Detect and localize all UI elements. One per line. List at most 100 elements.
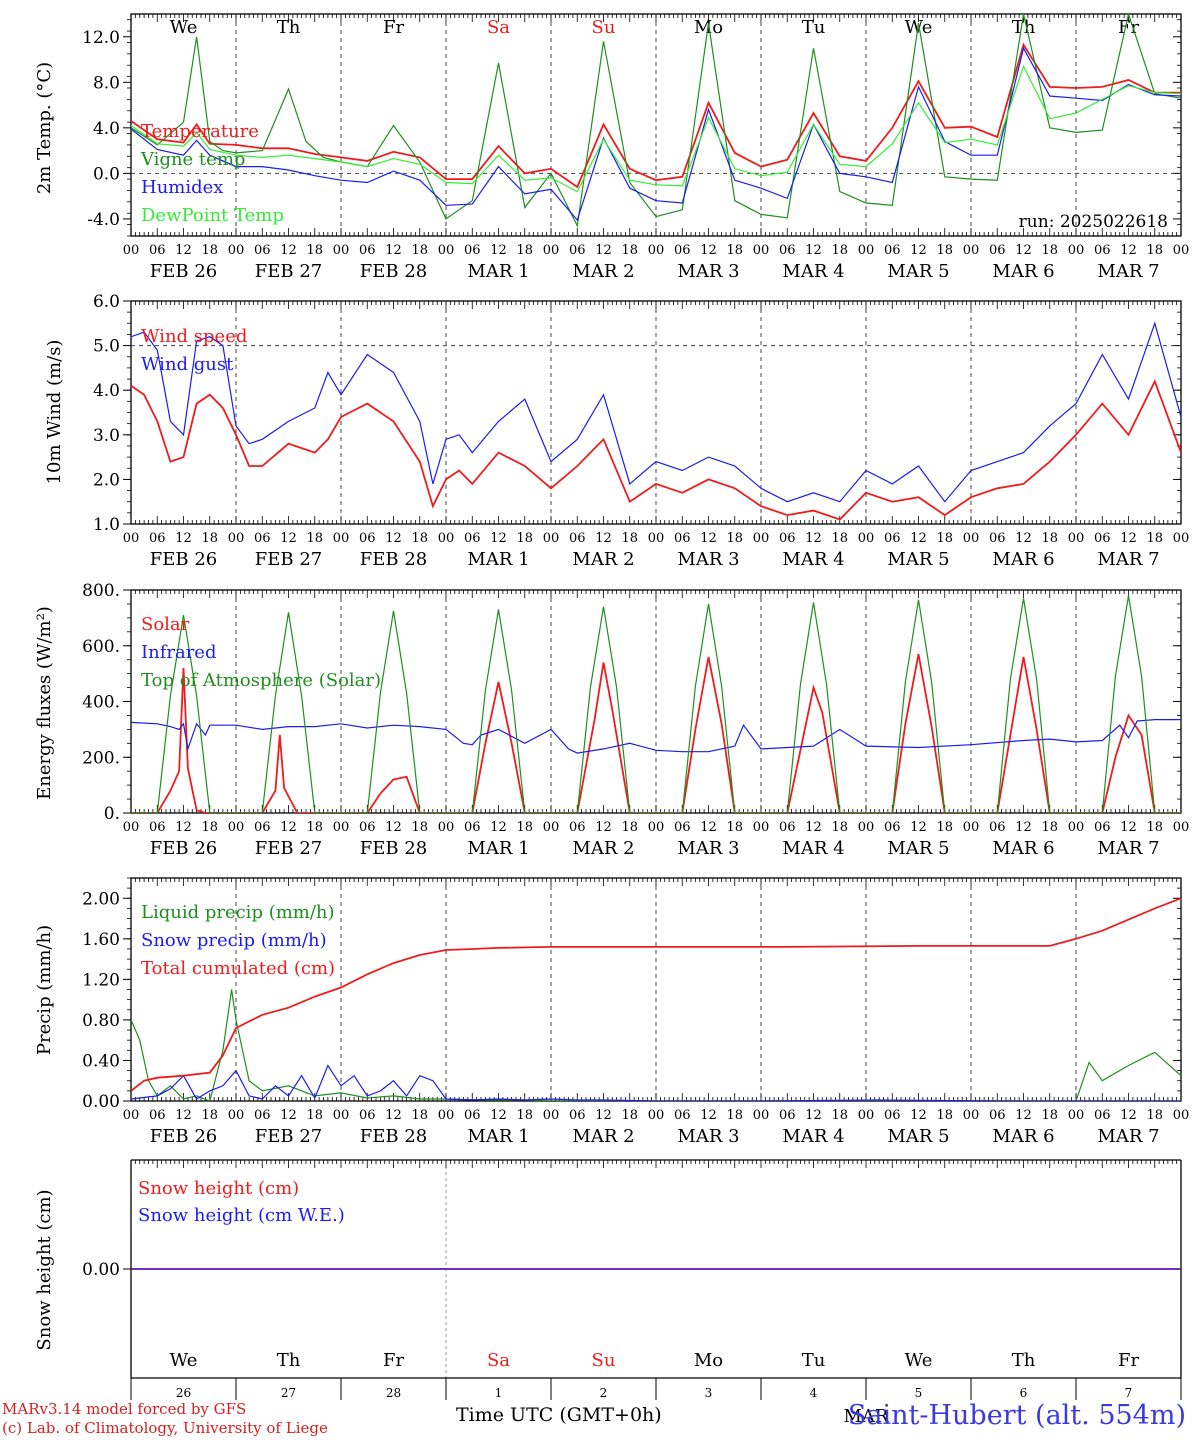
hour-tick-label: 12 — [175, 531, 192, 546]
y-tick-label: 12.0 — [82, 28, 120, 48]
hour-tick-label: 18 — [516, 1108, 533, 1123]
date-label: FEB 27 — [255, 838, 322, 859]
hour-tick-label: 12 — [490, 820, 507, 835]
day-name: Mo — [694, 17, 723, 38]
day-name: Th — [1012, 17, 1036, 38]
hour-tick-label: 00 — [123, 820, 140, 835]
hour-tick-label: 12 — [700, 243, 717, 258]
date-label: FEB 28 — [360, 838, 427, 859]
hour-tick-label: 06 — [569, 820, 586, 835]
hour-tick-label: 06 — [359, 531, 376, 546]
hour-tick-label: 18 — [1041, 1108, 1058, 1123]
hour-tick-label: 12 — [1015, 243, 1032, 258]
date-label: MAR 4 — [782, 838, 844, 859]
bottom-day-number: 3 — [705, 1386, 713, 1400]
hour-tick-label: 18 — [411, 243, 428, 258]
date-label: MAR 1 — [467, 261, 529, 282]
date-label: MAR 3 — [677, 549, 739, 570]
hour-tick-label: 18 — [201, 531, 218, 546]
date-label: MAR 2 — [572, 838, 634, 859]
hour-tick-label: 12 — [280, 243, 297, 258]
hour-tick-label: 00 — [858, 243, 875, 258]
hour-tick-label: 12 — [490, 531, 507, 546]
y-tick-label: 1.60 — [82, 930, 120, 950]
hour-tick-label: 12 — [1120, 1108, 1137, 1123]
hour-tick-label: 18 — [621, 1108, 638, 1123]
y-tick-label: 4.0 — [93, 381, 120, 401]
hour-tick-label: 18 — [1146, 531, 1163, 546]
hour-tick-label: 00 — [1173, 531, 1190, 546]
hour-tick-label: 18 — [936, 1108, 953, 1123]
hour-tick-label: 06 — [569, 1108, 586, 1123]
hour-tick-label: 18 — [831, 531, 848, 546]
hour-tick-label: 06 — [569, 243, 586, 258]
hour-tick-label: 00 — [438, 820, 455, 835]
y-tick-label: 6.0 — [93, 292, 120, 312]
y-tick-label: 600. — [82, 637, 120, 657]
y-tick-label: 8.0 — [93, 73, 120, 93]
hour-tick-label: 00 — [1173, 243, 1190, 258]
hour-tick-label: 18 — [1146, 820, 1163, 835]
hour-tick-label: 00 — [963, 243, 980, 258]
hour-tick-label: 06 — [359, 1108, 376, 1123]
date-label: MAR 4 — [782, 549, 844, 570]
hour-tick-label: 00 — [543, 243, 560, 258]
legend-entry: Vigne temp — [140, 149, 245, 170]
hour-tick-label: 00 — [228, 1108, 245, 1123]
hour-tick-label: 00 — [123, 1108, 140, 1123]
hour-tick-label: 12 — [175, 243, 192, 258]
hour-tick-label: 18 — [831, 243, 848, 258]
date-label: MAR 6 — [992, 261, 1054, 282]
hour-tick-label: 18 — [831, 820, 848, 835]
hour-tick-label: 06 — [464, 1108, 481, 1123]
hour-tick-label: 06 — [359, 820, 376, 835]
date-label: MAR 1 — [467, 838, 529, 859]
hour-tick-label: 00 — [963, 1108, 980, 1123]
hour-tick-label: 18 — [936, 820, 953, 835]
y-axis-label: 10m Wind (m/s) — [44, 340, 65, 485]
hour-tick-label: 18 — [621, 243, 638, 258]
legend-entry: Total cumulated (cm) — [141, 958, 335, 979]
hour-tick-label: 12 — [595, 243, 612, 258]
hour-tick-label: 12 — [910, 1108, 927, 1123]
hour-tick-label: 00 — [438, 243, 455, 258]
hour-tick-label: 00 — [333, 1108, 350, 1123]
model-credit: MARv3.14 model forced by GFS — [2, 1400, 247, 1418]
hour-tick-label: 06 — [884, 1108, 901, 1123]
bottom-day-label: Th — [277, 1350, 301, 1371]
day-name: Tu — [802, 17, 826, 38]
hour-tick-label: 00 — [228, 243, 245, 258]
bottom-day-label: Su — [592, 1350, 616, 1371]
hour-tick-label: 18 — [726, 820, 743, 835]
hour-tick-label: 06 — [149, 243, 166, 258]
series-temperature — [131, 42, 1181, 189]
y-tick-label: 0.80 — [82, 1011, 120, 1031]
hour-tick-label: 12 — [1120, 531, 1137, 546]
day-name: Fr — [383, 17, 404, 38]
y-tick-label: 0. — [104, 804, 120, 824]
hour-tick-label: 12 — [595, 531, 612, 546]
panel-temperature: 00 06 12 18 00 06 12 18 00 06 12 18 00 06 12 18 00 06 12 18… — [34, 13, 1190, 282]
hour-tick-label: 18 — [516, 820, 533, 835]
hour-tick-label: 00 — [1173, 820, 1190, 835]
y-tick-label: 0.40 — [82, 1051, 120, 1071]
hour-tick-label: 18 — [936, 243, 953, 258]
hour-tick-label: 18 — [516, 531, 533, 546]
hour-tick-label: 18 — [726, 531, 743, 546]
hour-tick-label: 18 — [1041, 243, 1058, 258]
hour-tick-label: 18 — [621, 531, 638, 546]
hour-tick-label: 18 — [1146, 1108, 1163, 1123]
hour-tick-label: 12 — [385, 820, 402, 835]
bottom-day-label: Fr — [383, 1350, 404, 1371]
hour-tick-label: 06 — [674, 1108, 691, 1123]
hour-tick-label: 06 — [779, 820, 796, 835]
hour-tick-label: 12 — [280, 531, 297, 546]
hour-tick-label: 12 — [805, 1108, 822, 1123]
series-dewpoint-temp — [131, 64, 1181, 193]
hour-tick-label: 12 — [910, 820, 927, 835]
hour-tick-label: 12 — [1120, 820, 1137, 835]
hour-tick-label: 06 — [989, 820, 1006, 835]
date-label: MAR 3 — [677, 838, 739, 859]
hour-tick-label: 12 — [175, 820, 192, 835]
hour-tick-label: 12 — [1120, 243, 1137, 258]
